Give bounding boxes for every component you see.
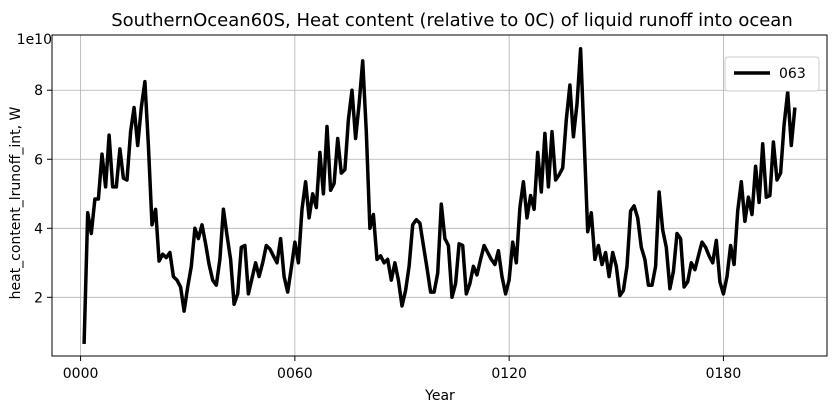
y-offset-label: 1e10 xyxy=(17,32,52,48)
y-tick-label: 6 xyxy=(34,152,43,168)
y-tick-label: 8 xyxy=(34,83,43,99)
y-tick-label: 4 xyxy=(34,221,43,237)
x-tick-label: 0000 xyxy=(63,366,99,382)
y-axis-label: heat_content_lrunoff_int, W xyxy=(8,106,24,299)
series-line-063 xyxy=(82,47,797,344)
x-axis-ticks: 0000 0060 0120 0180 xyxy=(63,356,741,382)
x-tick-label: 0180 xyxy=(706,366,742,382)
legend: 063 xyxy=(724,56,820,92)
legend-box xyxy=(724,56,820,92)
y-axis-ticks: 2 4 6 8 xyxy=(34,83,52,306)
x-tick-label: 0060 xyxy=(277,366,313,382)
y-tick-label: 2 xyxy=(34,290,43,306)
x-tick-label: 0120 xyxy=(491,366,527,382)
grid xyxy=(52,35,827,356)
x-axis-label: Year xyxy=(424,388,455,404)
legend-label: 063 xyxy=(779,66,806,82)
chart-title: SouthernOcean60S, Heat content (relative… xyxy=(111,10,793,31)
series-layer xyxy=(82,47,797,344)
plot-frame xyxy=(51,34,828,357)
